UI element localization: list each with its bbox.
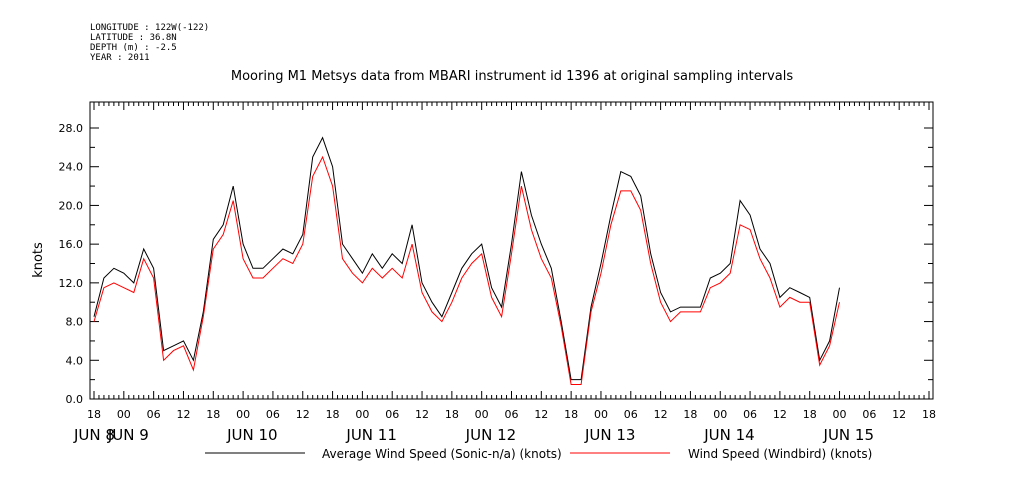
y-tick-label: 8.0 [66,316,84,329]
series-line-0 [93,136,840,381]
latitude-label: LATITUDE : 36.8N [90,33,177,43]
x-tick-label: 00 [594,408,608,421]
y-tick-label: 0.0 [66,393,84,406]
x-tick-label: 12 [176,408,190,421]
x-tick-label: 00 [713,408,727,421]
x-tick-label: 12 [773,408,787,421]
legend-label-sonic: Average Wind Speed (Sonic-n/a) (knots) [322,447,562,461]
y-tick-label: 20.0 [59,199,84,212]
depth-label: DEPTH (m) : -2.5 [90,43,177,53]
x-tick-label: 18 [445,408,459,421]
date-label: JUN 14 [703,426,754,444]
axes: 0.0 4.0 8.0 12.0 16.0 20.0 24.0 28.0 18 00 06 12 18 0… [59,102,936,444]
chart-title: Mooring M1 Metsys data from MBARI instru… [231,69,793,84]
x-tick-label: 00 [117,408,131,421]
date-label: JUN 13 [584,426,635,444]
date-label: JUN 12 [465,426,516,444]
year-label: YEAR : 2011 [90,53,150,63]
x-tick-label: 06 [147,408,161,421]
x-tick-label: 12 [654,408,668,421]
x-tick-label: 18 [683,408,697,421]
x-tick-label: 00 [236,408,250,421]
x-tick-label: 18 [87,408,101,421]
legend-label-windbird: Wind Speed (Windbird) (knots) [688,447,872,461]
x-tick-label: 12 [296,408,310,421]
date-label: JUN 9 [107,426,149,444]
y-tick-label: 16.0 [59,238,84,251]
x-tick-label: 12 [534,408,548,421]
y-axis-label: knots [31,242,46,278]
x-tick-label: 06 [266,408,280,421]
x-tick-label: 06 [743,408,757,421]
x-tick-label: 18 [326,408,340,421]
legend: Average Wind Speed (Sonic-n/a) (knots) Wi… [205,447,872,461]
x-tick-label: 18 [564,408,578,421]
x-tick-label: 18 [922,408,936,421]
x-tick-label: 06 [624,408,638,421]
series-line-1 [93,155,840,385]
x-tick-label: 00 [833,408,847,421]
y-tick-label: 12.0 [59,277,84,290]
x-tick-label: 18 [206,408,220,421]
date-label: JUN 15 [823,426,874,444]
date-label: JUN 8 [73,426,115,444]
date-label: JUN 11 [345,426,396,444]
date-label: JUN 10 [226,426,277,444]
y-tick-label: 24.0 [59,161,84,174]
x-tick-label: 00 [475,408,489,421]
x-tick-label: 12 [892,408,906,421]
x-tick-label: 06 [505,408,519,421]
x-tick-label: 00 [355,408,369,421]
y-tick-label: 28.0 [59,122,84,135]
series-lines [93,136,840,385]
x-tick-label: 06 [385,408,399,421]
x-tick-label: 06 [862,408,876,421]
x-tick-label: 12 [415,408,429,421]
y-tick-label: 4.0 [66,354,84,367]
x-tick-label: 18 [803,408,817,421]
longitude-label: LONGITUDE : 122W(-122) [90,23,209,33]
